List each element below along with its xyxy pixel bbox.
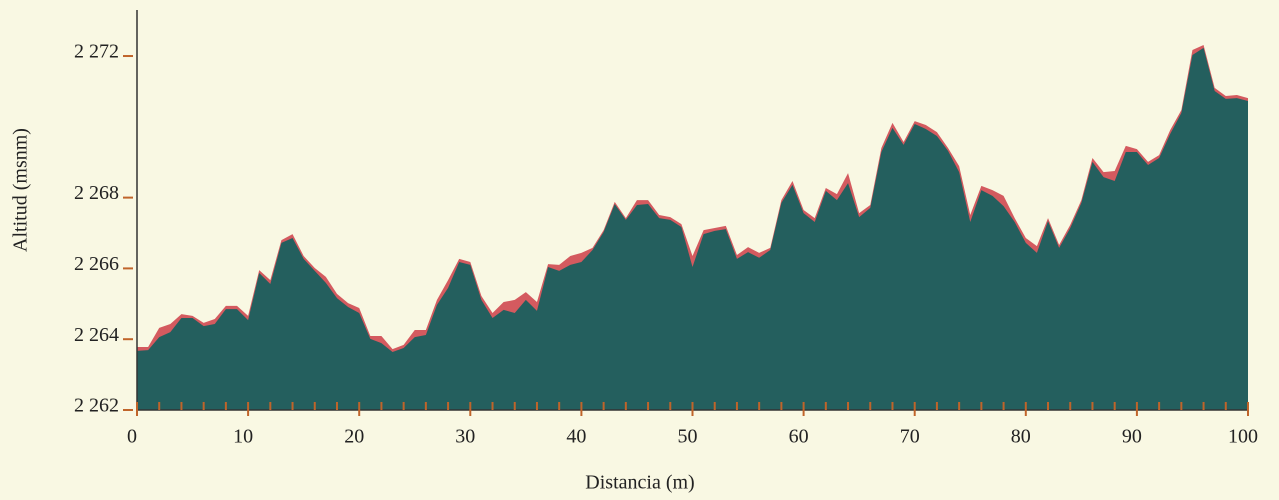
y-tick-label: 2 266 (74, 253, 119, 275)
y-tick-label: 2 268 (74, 182, 119, 204)
y-axis-label: Altitud (msnm) (10, 128, 32, 252)
x-tick-label: 40 (566, 426, 586, 448)
x-tick-label: 0 (127, 426, 137, 448)
x-tick-label: 80 (1011, 426, 1031, 448)
x-tick-label: 50 (678, 426, 698, 448)
x-tick-label: 30 (455, 426, 475, 448)
x-tick-label: 20 (344, 426, 364, 448)
y-tick-label: 2 262 (74, 395, 119, 417)
y-tick-label: 2 264 (74, 324, 119, 346)
x-tick-label: 90 (1122, 426, 1142, 448)
x-tick-label: 60 (789, 426, 809, 448)
x-tick-label: 10 (233, 426, 253, 448)
area (137, 47, 1248, 411)
x-tick-label: 100 (1228, 426, 1258, 448)
y-tick-label: 2 272 (74, 41, 119, 63)
x-tick-label: 70 (900, 426, 920, 448)
x-axis-label: Distancia (m) (585, 472, 694, 494)
